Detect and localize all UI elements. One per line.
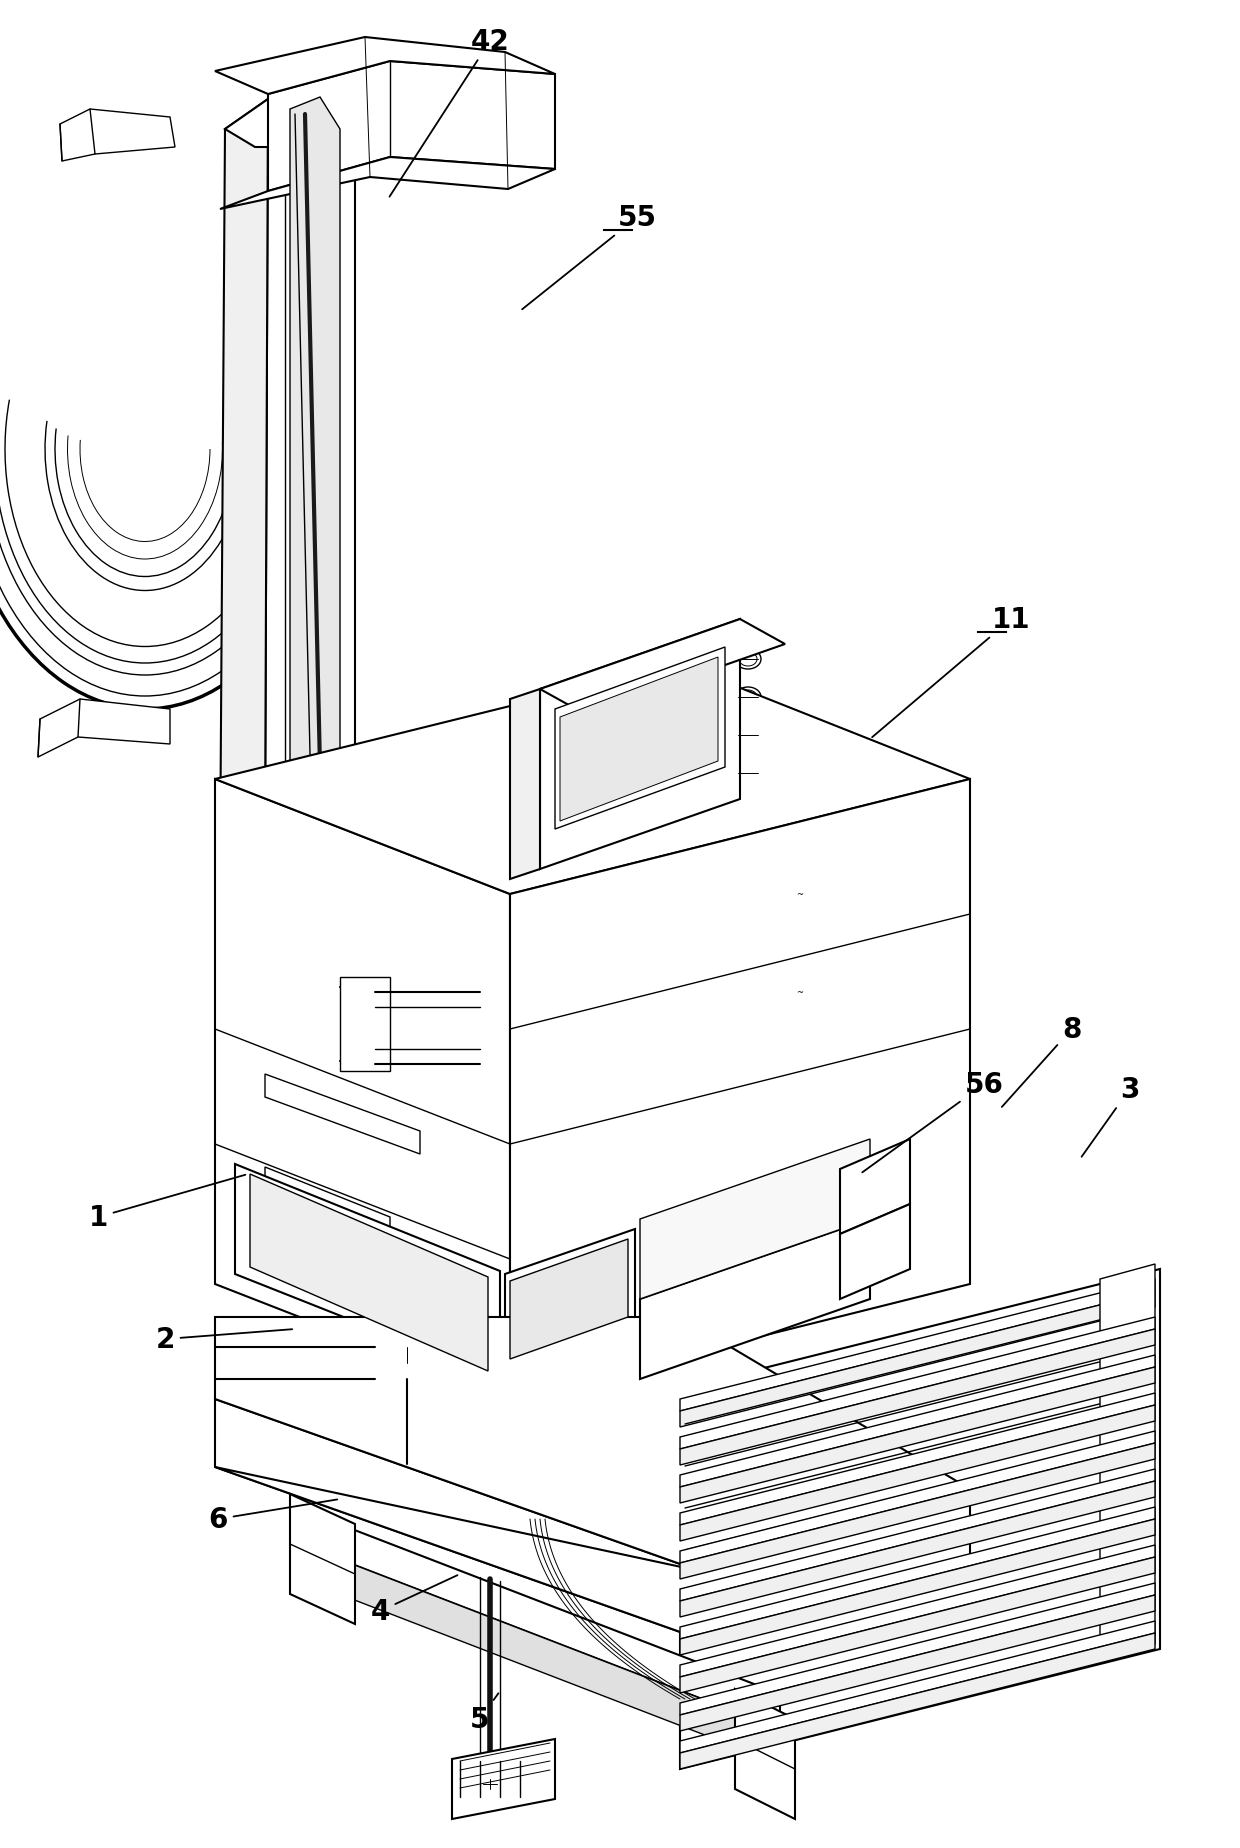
Polygon shape xyxy=(510,780,970,1399)
Polygon shape xyxy=(680,1519,1154,1656)
Polygon shape xyxy=(680,1508,1154,1639)
Text: 55: 55 xyxy=(522,203,657,310)
Polygon shape xyxy=(539,619,740,870)
Polygon shape xyxy=(219,157,556,211)
Polygon shape xyxy=(38,700,170,758)
Polygon shape xyxy=(300,1545,780,1765)
Polygon shape xyxy=(680,1634,1154,1769)
Text: 2: 2 xyxy=(156,1325,293,1353)
Polygon shape xyxy=(680,1621,1154,1754)
Polygon shape xyxy=(680,1443,1154,1580)
Polygon shape xyxy=(453,1739,556,1818)
Polygon shape xyxy=(640,1140,870,1299)
Polygon shape xyxy=(680,1430,1154,1563)
Text: 42: 42 xyxy=(389,28,510,198)
Text: 3: 3 xyxy=(1081,1076,1140,1157)
Polygon shape xyxy=(680,1545,1154,1678)
Polygon shape xyxy=(680,1584,1154,1715)
Polygon shape xyxy=(680,1393,1154,1525)
Polygon shape xyxy=(215,1318,970,1571)
Polygon shape xyxy=(680,1368,1154,1502)
Polygon shape xyxy=(265,94,355,880)
Polygon shape xyxy=(224,94,355,148)
Polygon shape xyxy=(556,647,725,830)
Polygon shape xyxy=(219,100,268,870)
Text: 56: 56 xyxy=(862,1070,1004,1173)
Polygon shape xyxy=(1100,1264,1154,1660)
Polygon shape xyxy=(680,1482,1154,1617)
Polygon shape xyxy=(60,109,175,163)
Text: ~: ~ xyxy=(796,891,804,898)
Polygon shape xyxy=(510,689,539,880)
Polygon shape xyxy=(340,978,391,1072)
Polygon shape xyxy=(680,1595,1154,1732)
Polygon shape xyxy=(735,1689,795,1818)
Text: 4: 4 xyxy=(371,1574,458,1624)
Polygon shape xyxy=(839,1205,910,1299)
Text: 6: 6 xyxy=(208,1499,337,1534)
Polygon shape xyxy=(510,1240,627,1360)
Polygon shape xyxy=(215,1467,970,1639)
Text: 8: 8 xyxy=(1002,1015,1081,1107)
Polygon shape xyxy=(680,1558,1154,1693)
Polygon shape xyxy=(265,1074,420,1155)
Polygon shape xyxy=(250,1173,489,1371)
Polygon shape xyxy=(290,98,340,865)
Polygon shape xyxy=(539,619,785,715)
Polygon shape xyxy=(290,1495,355,1624)
Polygon shape xyxy=(680,1355,1154,1488)
Text: 1: 1 xyxy=(89,1175,246,1231)
Polygon shape xyxy=(560,658,718,822)
Polygon shape xyxy=(215,665,970,894)
Polygon shape xyxy=(268,63,556,192)
Polygon shape xyxy=(680,1329,1154,1465)
Polygon shape xyxy=(215,39,556,94)
Polygon shape xyxy=(839,1140,910,1234)
Polygon shape xyxy=(640,1220,870,1379)
Polygon shape xyxy=(215,780,510,1399)
Text: ~: ~ xyxy=(796,989,804,996)
Polygon shape xyxy=(236,1164,500,1379)
Polygon shape xyxy=(215,1399,701,1639)
Text: 11: 11 xyxy=(872,606,1030,737)
Text: 5: 5 xyxy=(470,1693,498,1733)
Polygon shape xyxy=(680,1279,1154,1412)
Polygon shape xyxy=(680,1469,1154,1600)
Polygon shape xyxy=(265,1168,391,1238)
Polygon shape xyxy=(680,1318,1154,1449)
Polygon shape xyxy=(505,1229,635,1369)
Polygon shape xyxy=(680,1292,1154,1427)
Polygon shape xyxy=(680,1404,1154,1541)
Polygon shape xyxy=(300,1510,780,1730)
Polygon shape xyxy=(680,1270,1159,1769)
